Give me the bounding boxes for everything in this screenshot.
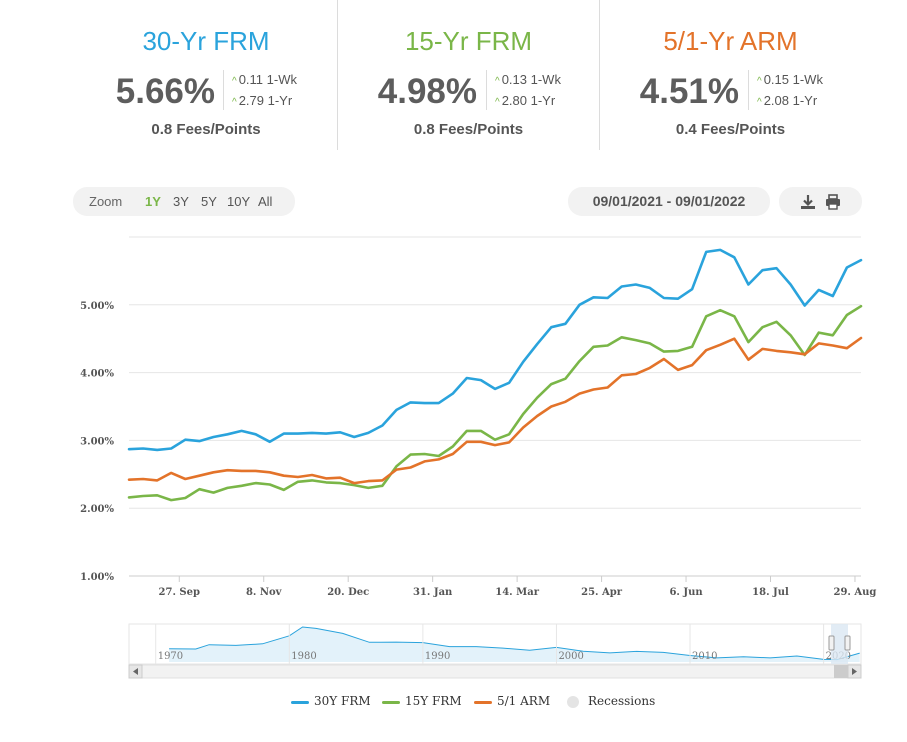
zoom-5y-button[interactable]: 5Y [201, 194, 217, 209]
x-tick-label: 27. Sep [159, 587, 200, 598]
x-axis: 27. Sep 8. Nov 20. Dec 31. Jan 14. Mar 25. Ap… [129, 575, 877, 598]
rate-title: 30-Yr FRM [142, 26, 270, 56]
rate-value: 4.51% [639, 72, 739, 111]
rate-card-arm: 5/1-Yr ARM 4.51% ^ 0.15 1-Wk ^ 2.08 1-Yr 0… [599, 0, 861, 150]
year-change: ^ 2.80 1-Yr [495, 93, 556, 108]
caret-up-icon: ^ [232, 76, 237, 87]
y-axis: 1.00% 2.00% 3.00% 4.00% 5.00% [80, 301, 114, 583]
x-tick-label: 20. Dec [327, 587, 369, 598]
series-line[interactable] [127, 336, 863, 485]
rate-summary: 30-Yr FRM 5.66% ^ 0.11 1-Wk ^ 2.79 1-Yr 0.… [0, 0, 907, 150]
scrollbar[interactable] [128, 664, 862, 679]
y-tick-label: 1.00% [80, 572, 114, 583]
arrow-right-icon [852, 668, 857, 675]
caret-up-icon: ^ [495, 97, 500, 108]
rate-card-30yr: 30-Yr FRM 5.66% ^ 0.11 1-Wk ^ 2.79 1-Yr 0.… [75, 0, 337, 150]
legend-dot [567, 696, 579, 708]
arrow-left-icon [133, 668, 138, 675]
rate-changes: ^ 0.11 1-Wk ^ 2.79 1-Yr [223, 70, 297, 110]
caret-up-icon: ^ [232, 97, 237, 108]
download-icon[interactable] [799, 193, 817, 211]
chart-legend: 30Y FRM 15Y FRM 5/1 ARM Recessions [0, 692, 907, 712]
rate-row: 4.98% ^ 0.13 1-Wk ^ 2.80 1-Yr [338, 68, 599, 114]
year-change: ^ 2.08 1-Yr [757, 93, 818, 108]
legend-line [382, 701, 400, 704]
plot-area [129, 237, 861, 576]
navigator-year-label: 1980 [291, 651, 316, 662]
rate-row: 5.66% ^ 0.11 1-Wk ^ 2.79 1-Yr [75, 68, 337, 114]
navigator-area [169, 627, 860, 662]
navigator-handle-right[interactable] [844, 635, 851, 651]
navigator-year-label: 1970 [158, 651, 183, 662]
caret-up-icon: ^ [495, 76, 500, 87]
navigator-line [169, 626, 860, 661]
navigator[interactable]: 197019801990200020102020 [128, 623, 862, 665]
legend-line [291, 701, 309, 704]
mortgage-rate-chart: 1.00%2.00%3.00%4.00%5.00% 27. Sep 8. Nov 2… [80, 236, 877, 679]
zoom-selector: Zoom 1Y 3Y 5Y 10Y All [73, 187, 295, 216]
y-tick-label: 5.00% [80, 301, 114, 312]
caret-up-icon: ^ [757, 97, 762, 108]
navigator-history [169, 626, 860, 662]
scrollbar-track[interactable] [128, 664, 862, 679]
rate-changes: ^ 0.15 1-Wk ^ 2.08 1-Yr [748, 70, 823, 110]
print-icon[interactable] [824, 193, 842, 211]
x-tick-label: 18. Jul [752, 587, 789, 598]
x-tick-label: 29. Aug [834, 587, 877, 598]
series-line[interactable] [127, 304, 863, 502]
legend-line [474, 701, 492, 704]
navigator-year-label: 2010 [692, 651, 717, 662]
y-tick-label: 2.00% [80, 504, 114, 515]
chart-tools [779, 187, 862, 216]
navigator-handle-left[interactable] [828, 635, 835, 651]
week-change: ^ 0.15 1-Wk [757, 72, 823, 87]
rate-changes: ^ 0.13 1-Wk ^ 2.80 1-Yr [486, 70, 561, 110]
series-line[interactable] [127, 248, 863, 452]
x-tick-label: 6. Jun [669, 587, 703, 598]
y-tick-label: 4.00% [80, 369, 114, 380]
year-change: ^ 2.79 1-Yr [232, 93, 293, 108]
rate-title: 15-Yr FRM [404, 26, 533, 56]
rate-value: 4.98% [377, 72, 477, 111]
caret-up-icon: ^ [757, 76, 762, 87]
y-tick-label: 3.00% [80, 436, 114, 447]
zoom-1y-button[interactable]: 1Y [145, 194, 161, 209]
week-change: ^ 0.13 1-Wk [495, 72, 561, 87]
zoom-10y-button[interactable]: 10Y [227, 194, 251, 209]
x-tick-label: 14. Mar [495, 587, 539, 598]
fees-points: 0.8 Fees/Points [151, 121, 261, 138]
zoom-3y-button[interactable]: 3Y [173, 194, 189, 209]
rate-card-15yr: 15-Yr FRM 4.98% ^ 0.13 1-Wk ^ 2.80 1-Yr 0.… [337, 0, 599, 150]
date-range-picker[interactable]: 09/01/2021 - 09/01/2022 [568, 187, 770, 216]
x-tick-label: 8. Nov [246, 587, 283, 598]
scrollbar-thumb[interactable] [834, 665, 848, 678]
week-change: ^ 0.11 1-Wk [232, 72, 297, 87]
navigator-selection[interactable] [831, 624, 848, 664]
rate-title: 5/1-Yr ARM [663, 26, 798, 56]
rate-row: 4.51% ^ 0.15 1-Wk ^ 2.08 1-Yr [600, 68, 861, 114]
zoom-label: Zoom [89, 194, 123, 209]
x-tick-label: 25. Apr [581, 587, 623, 598]
fees-points: 0.4 Fees/Points [675, 121, 786, 138]
series-lines [127, 248, 863, 502]
navigator-year-label: 2000 [558, 651, 583, 662]
rate-value: 5.66% [115, 72, 215, 111]
fees-points: 0.8 Fees/Points [413, 121, 524, 138]
x-tick-label: 31. Jan [413, 587, 453, 598]
zoom-all-button[interactable]: All [258, 194, 273, 209]
navigator-year-label: 1990 [425, 651, 450, 662]
